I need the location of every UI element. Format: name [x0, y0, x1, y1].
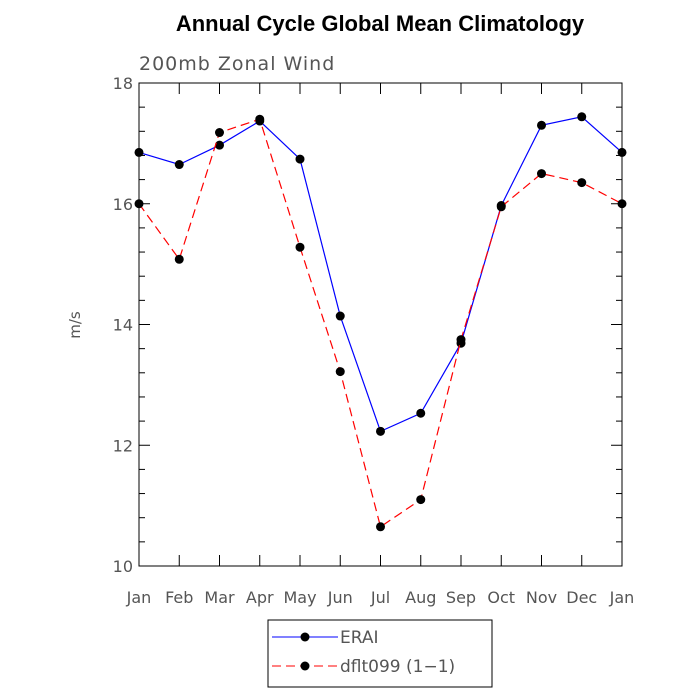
series-dflt099-point: [174, 254, 184, 264]
legend-label-erai: ERAI: [340, 628, 379, 648]
y-tick-label: 18: [113, 74, 133, 93]
series-dflt099-point: [376, 522, 385, 532]
tick-layer: 10 12 14 16 18 Jan Feb Mar Apr May Jun Jul Aug Sep Oct…: [113, 74, 635, 607]
series-erai-point: [416, 408, 426, 418]
series-layer: [134, 112, 627, 532]
x-tick-label: Jan: [126, 588, 152, 607]
x-tick-label: Jun: [327, 588, 353, 607]
plot-frame: [138, 82, 623, 567]
x-tick-label: Dec: [566, 588, 597, 607]
legend-marker-erai: [300, 632, 310, 642]
y-tick-label: 10: [113, 557, 133, 576]
series-dflt099-point: [215, 128, 224, 138]
legend-marker-dflt099: [300, 661, 310, 671]
legend-frame: [267, 619, 493, 688]
series-erai-point: [577, 112, 587, 122]
series-dflt099-point: [416, 495, 426, 505]
series-dflt099-point: [456, 335, 466, 345]
y-tick-label: 16: [113, 195, 133, 214]
series-erai-point: [335, 311, 345, 321]
x-tick-label: Mar: [204, 588, 235, 607]
series-dflt099-line: [138, 118, 623, 528]
y-tick-label: 12: [113, 436, 133, 455]
y-tick-label: 14: [113, 316, 133, 335]
x-tick-label: Aug: [405, 588, 436, 607]
series-erai-point: [376, 426, 385, 436]
series-dflt099-point: [577, 178, 587, 188]
series-dflt099-point: [134, 199, 144, 209]
legend-label-dflt099: dflt099 (1−1): [340, 657, 455, 677]
series-erai-point: [134, 147, 144, 157]
series-dflt099-point: [496, 202, 506, 212]
series-erai-point: [215, 140, 224, 150]
series-dflt099-point: [255, 114, 265, 124]
series-erai-line: [138, 116, 623, 433]
series-dflt099-point: [537, 169, 546, 179]
x-tick-label: Sep: [446, 588, 476, 607]
series-erai-point: [174, 160, 184, 170]
series-erai-point: [537, 120, 546, 130]
x-tick-label: Nov: [526, 588, 557, 607]
x-tick-label: Apr: [246, 588, 274, 607]
series-erai-point: [617, 147, 627, 157]
x-tick-label: May: [283, 588, 316, 607]
chart-subtitle: 200mb Zonal Wind: [139, 53, 335, 75]
y-axis-label: m/s: [66, 311, 84, 339]
x-tick-label: Jan: [609, 588, 635, 607]
x-tick-label: Feb: [165, 588, 193, 607]
series-dflt099-point: [335, 367, 345, 377]
series-dflt099-point: [295, 242, 305, 252]
x-tick-label: Oct: [487, 588, 515, 607]
series-dflt099-point: [617, 199, 627, 209]
series-erai-point: [295, 154, 305, 164]
legend: ERAI dflt099 (1−1): [267, 619, 493, 688]
chart-title: Annual Cycle Global Mean Climatology: [176, 11, 585, 36]
x-tick-label: Jul: [370, 588, 390, 607]
